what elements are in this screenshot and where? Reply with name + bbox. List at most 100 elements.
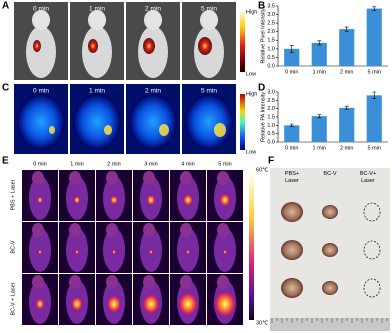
y-tick-label: 1.0 (267, 46, 275, 52)
y-tick-label: 0.0 (267, 139, 275, 145)
thermal-hotspot (177, 290, 199, 318)
tumor (281, 240, 303, 260)
bar (311, 116, 327, 142)
pa-hotspot (49, 126, 55, 134)
thermal-head (217, 275, 229, 289)
ruler (270, 318, 390, 331)
color-bar-low: Low (246, 149, 256, 155)
x-tick-label: 5 min (368, 69, 381, 75)
fluorescence-spot (33, 40, 41, 52)
thermal-head (106, 223, 118, 237)
thermal-hotspot (149, 249, 153, 255)
pa-hotspot (214, 123, 226, 137)
x-tick-label: 2 min (340, 69, 353, 75)
thermal-hotspot (37, 196, 43, 204)
tumor (322, 243, 338, 257)
color-bar (240, 94, 245, 150)
thermal-head (106, 171, 118, 185)
time-label: 4 min (181, 161, 194, 167)
time-label: 0 min (33, 88, 49, 95)
tumor (281, 202, 303, 222)
panel-letter: E (2, 156, 9, 167)
thermal-head (143, 275, 155, 289)
pa-signal (129, 94, 177, 150)
y-tick-label: 0.5 (267, 55, 275, 61)
group-label: BC-V+ Laser (360, 171, 376, 184)
color-bar (249, 172, 254, 320)
pa-signal (185, 94, 233, 150)
time-label: 2 min (107, 161, 120, 167)
mouse-head (32, 10, 50, 30)
x-tick-label: 5 min (368, 145, 381, 151)
thermal-hotspot (70, 296, 84, 312)
error-bar (344, 26, 349, 32)
y-tick-label: 2.5 (267, 21, 275, 27)
time-label: 5 min (201, 6, 217, 13)
thermal-hotspot (212, 289, 238, 319)
time-label: 2 min (145, 88, 161, 95)
thermal-hotspot (35, 298, 45, 310)
pa-signal (17, 94, 65, 150)
bar (311, 42, 327, 66)
thermal-head (106, 275, 118, 289)
pa-hotspot (104, 125, 112, 135)
fluorescence-spot (198, 37, 212, 55)
panel-letter: A (2, 1, 9, 12)
thermal-head (69, 223, 81, 237)
time-label: 5 min (218, 161, 231, 167)
error-bar (289, 123, 294, 127)
error-bar (372, 6, 377, 11)
group-label: BC-V (323, 171, 336, 177)
time-label: 3 min (144, 161, 157, 167)
y-tick-label: 0.5 (267, 131, 275, 137)
x-tick-label: 0 min (285, 69, 298, 75)
mouse-head (144, 10, 162, 30)
tumor (322, 205, 338, 219)
panel-letter: B (258, 1, 265, 12)
thermal-head (143, 171, 155, 185)
x-tick-label: 1 min (313, 69, 326, 75)
empty-slot (363, 240, 381, 260)
y-tick-label: 3.5 (267, 3, 275, 9)
fluorescence-spot (143, 38, 155, 54)
y-tick-label: 1.0 (267, 123, 275, 129)
error-bar (372, 91, 377, 99)
color-bar-high: High (246, 9, 257, 15)
bar (366, 95, 382, 142)
empty-slot (363, 278, 381, 298)
x-tick-label: 2 min (340, 145, 353, 151)
x-tick-label: 0 min (285, 145, 298, 151)
panel-letter: F (268, 156, 274, 167)
panel-letter: C (2, 83, 9, 94)
y-tick-label: 1.5 (267, 38, 275, 44)
y-axis-label: Relative PA Intensity (260, 92, 266, 142)
y-tick-label: 2.0 (267, 29, 275, 35)
mouse-body (138, 26, 168, 78)
thermal-head (217, 171, 229, 185)
thermal-hotspot (38, 249, 42, 255)
thermal-head (180, 171, 192, 185)
color-bar-high: High (246, 91, 257, 97)
time-label: 1 min (70, 161, 83, 167)
thermal-head (69, 275, 81, 289)
y-axis-label: Relative Pixel Intensity (260, 8, 266, 64)
thermal-hotspot (75, 249, 79, 255)
y-tick-label: 3.0 (267, 89, 275, 95)
thermal-head (180, 223, 192, 237)
panel-letter: D (258, 83, 265, 94)
bar (366, 8, 382, 67)
bar (339, 29, 355, 66)
color-bar-low: Low (246, 71, 256, 77)
mouse-body (82, 26, 112, 78)
thermal-head (69, 171, 81, 185)
thermal-head (217, 223, 229, 237)
thermal-head (32, 275, 44, 289)
mouse-body (26, 26, 56, 78)
time-label: 0 min (33, 6, 49, 13)
pa-hotspot (159, 124, 169, 136)
color-bar (240, 12, 245, 72)
error-bar (289, 45, 294, 53)
y-tick-label: 3.0 (267, 12, 275, 18)
thermal-head (143, 223, 155, 237)
mouse-head (200, 10, 218, 30)
